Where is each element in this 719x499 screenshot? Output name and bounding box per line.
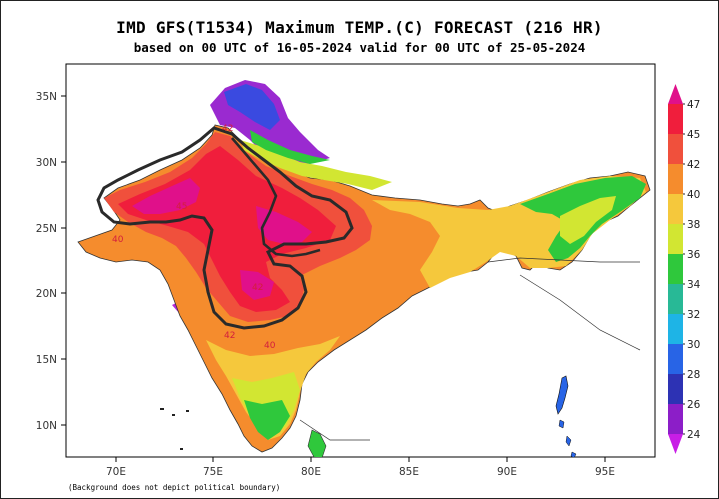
longitude-axis xyxy=(115,457,606,462)
colorbar-band xyxy=(668,314,683,345)
colorbar-label: 30 xyxy=(687,339,700,351)
contour-label: 42 xyxy=(252,283,263,293)
temperature-region-northeast-36 xyxy=(560,196,616,244)
temperature-region-himalaya-green xyxy=(250,130,330,164)
isotherm-contour-inner xyxy=(231,137,321,258)
colorbar-band xyxy=(668,104,683,135)
map-body xyxy=(77,80,651,457)
colorbar-label: 38 xyxy=(687,219,700,231)
colorbar-band xyxy=(668,194,683,225)
colorbar-label: 36 xyxy=(687,249,701,261)
lat-tick-label: 35N xyxy=(36,91,57,103)
lat-tick-label: 10N xyxy=(36,420,57,432)
latitude-tick-labels: 35N 30N 25N 20N 15N 10N xyxy=(36,91,57,432)
colorbar-band xyxy=(668,284,683,315)
lakshadweep-islands xyxy=(160,408,189,450)
lat-tick-label: 15N xyxy=(36,354,57,366)
lon-tick-label: 75E xyxy=(203,466,223,478)
sea-boundary-lines xyxy=(299,257,641,441)
andaman-islands xyxy=(555,375,577,457)
colorbar-label: 28 xyxy=(687,369,700,381)
colorbar-label: 47 xyxy=(687,99,700,111)
temperature-region-himalaya-band xyxy=(240,140,392,190)
colorbar-label: 42 xyxy=(687,159,700,171)
contour-label: 42 xyxy=(222,124,233,134)
colorbar-band xyxy=(668,164,683,195)
temperature-region-peak-47 xyxy=(132,178,200,214)
contour-label: 40 xyxy=(112,235,124,245)
colorbar-band xyxy=(668,224,683,255)
colorbar-band xyxy=(668,134,683,165)
isotherm-contour-west xyxy=(96,126,354,330)
sri-lanka xyxy=(307,429,327,457)
footnote: (Background does not depict political bo… xyxy=(68,483,281,492)
colorbar-label: 32 xyxy=(687,309,700,321)
lon-tick-label: 70E xyxy=(106,466,126,478)
lon-tick-label: 85E xyxy=(399,466,419,478)
colorbar-band xyxy=(668,84,683,104)
temperature-region-28-34 xyxy=(224,84,280,130)
contour-labels: 42 45 42 40 40 42 xyxy=(112,124,276,351)
lat-tick-label: 20N xyxy=(36,288,57,300)
latitude-axis xyxy=(61,95,66,426)
map-title: IMD GFS(T1534) Maximum TEMP.(C) FORECAST… xyxy=(116,18,603,37)
colorbar: 47 45 42 40 38 36 34 32 30 28 26 24 xyxy=(668,84,701,454)
temperature-region-peak-47b xyxy=(256,206,312,244)
temperature-region-south-34 xyxy=(244,400,290,440)
lat-tick-label: 30N xyxy=(36,157,57,169)
contour-label: 45 xyxy=(176,202,187,212)
lon-tick-label: 95E xyxy=(595,466,615,478)
temperature-region-peak-47c xyxy=(240,270,274,300)
colorbar-band xyxy=(668,404,683,435)
lon-tick-label: 80E xyxy=(301,466,321,478)
colorbar-band xyxy=(668,434,683,454)
lon-tick-label: 90E xyxy=(497,466,517,478)
colorbar-label: 26 xyxy=(687,399,701,411)
colorbar-band xyxy=(668,374,683,405)
colorbar-band xyxy=(668,254,683,285)
map-subtitle: based on 00 UTC of 16-05-2024 valid for … xyxy=(133,40,586,55)
contour-label: 42 xyxy=(224,331,235,341)
colorbar-label: 45 xyxy=(687,129,700,141)
colorbar-label: 24 xyxy=(687,429,701,441)
lat-tick-label: 25N xyxy=(36,223,57,235)
colorbar-label: 34 xyxy=(687,279,701,291)
colorbar-label: 40 xyxy=(687,189,700,201)
contour-label: 40 xyxy=(264,341,276,351)
longitude-tick-labels: 70E 75E 80E 85E 90E 95E xyxy=(106,466,615,478)
colorbar-band xyxy=(668,344,683,375)
